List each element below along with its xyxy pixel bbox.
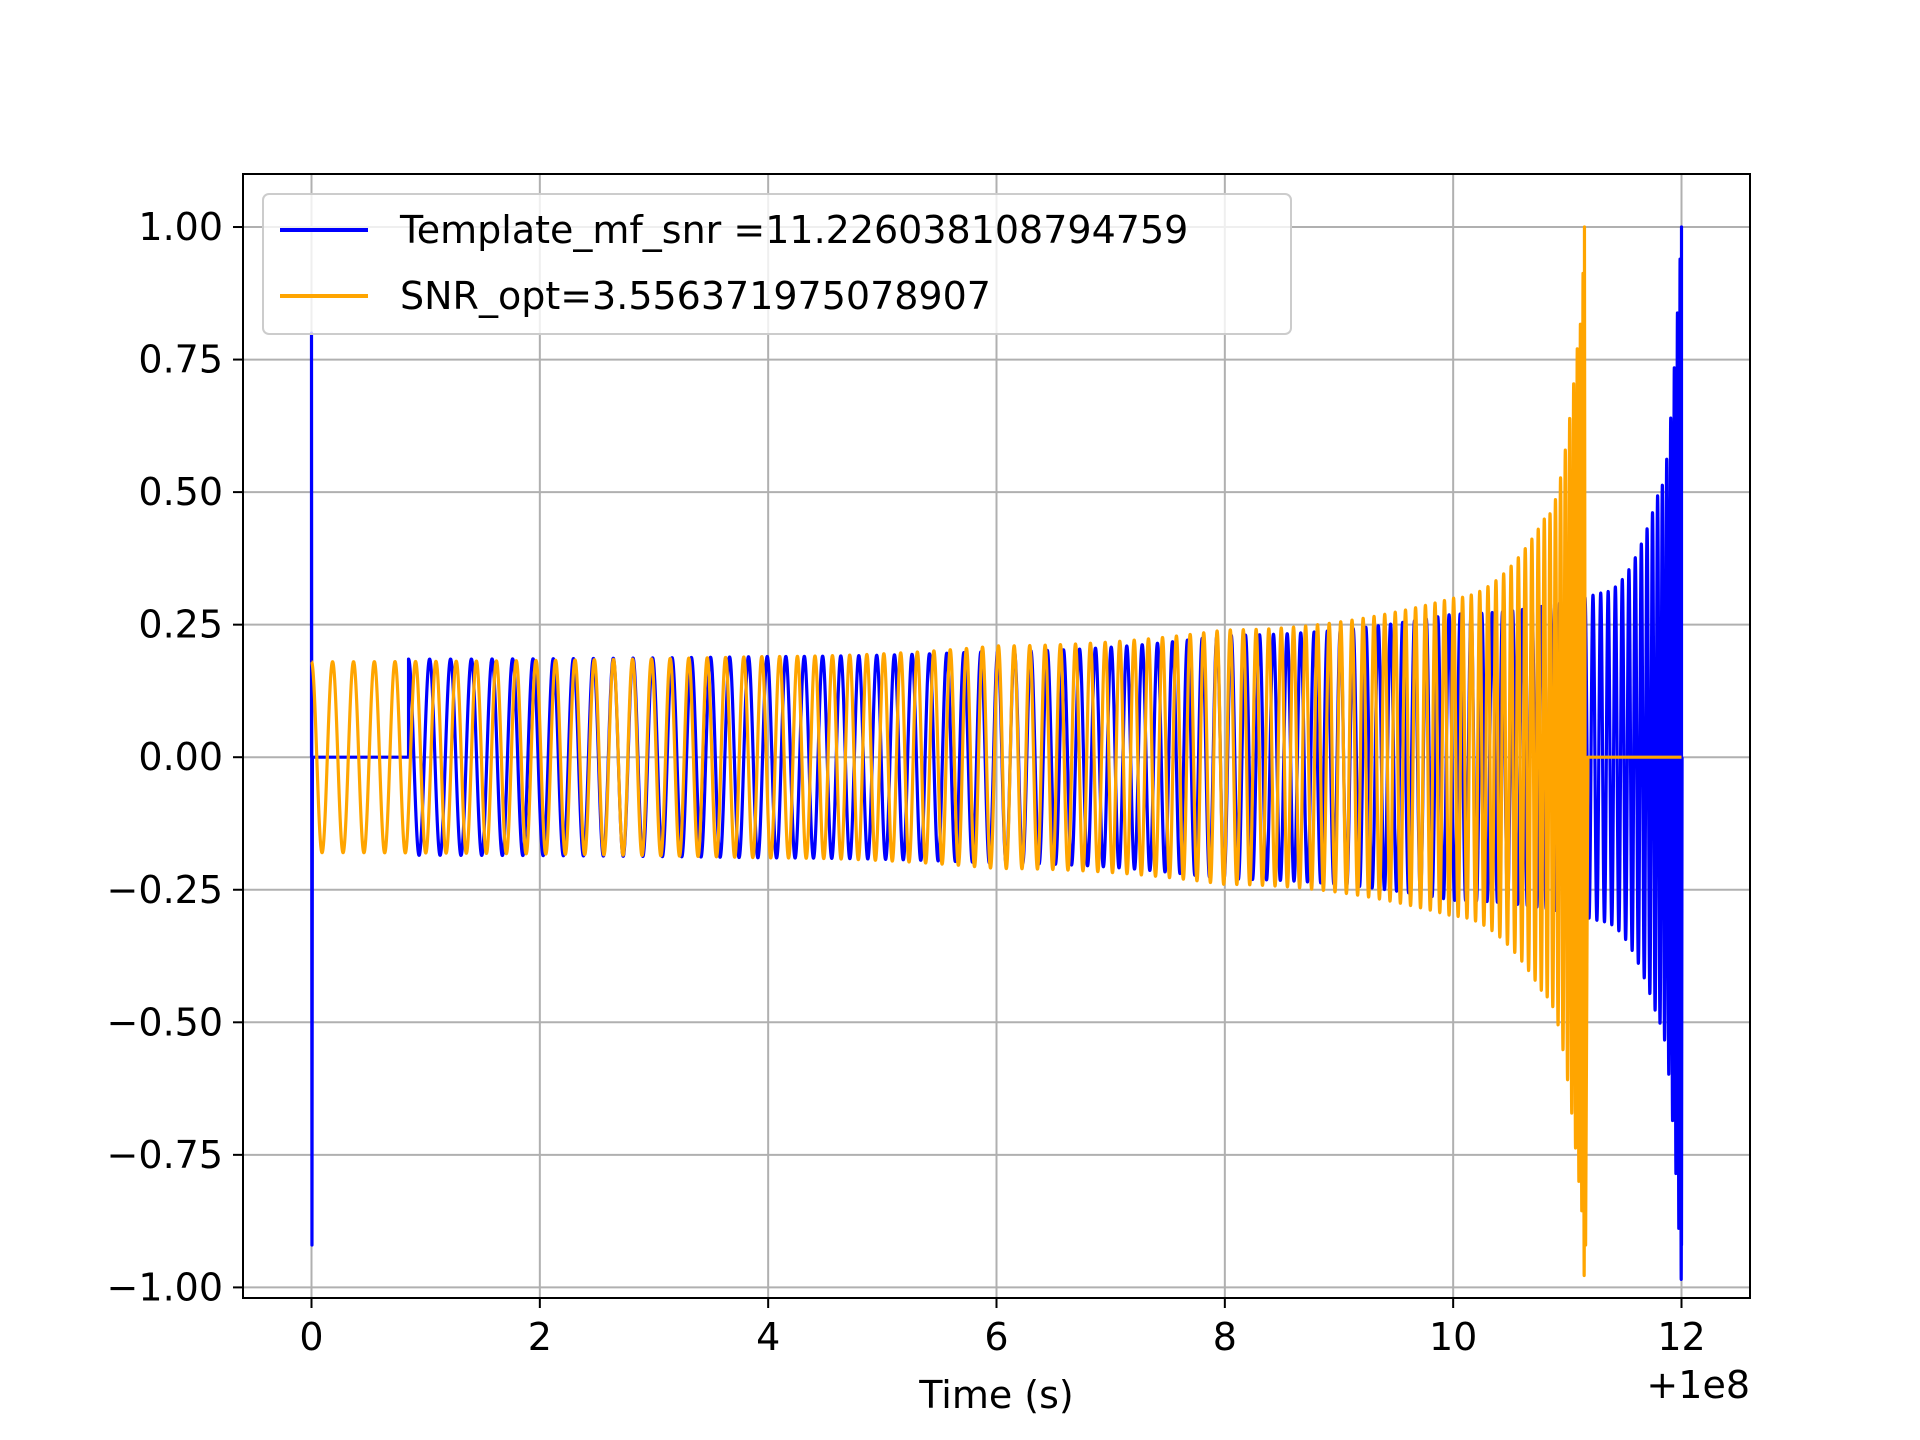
x-tick-label: 12	[1657, 1315, 1705, 1359]
y-axis-ticks: 1.00 0.75 0.50 0.25 0.00 −0.25 −0.50 −0.75 −1.00	[107, 205, 243, 1309]
x-axis-label: Time (s)	[918, 1373, 1074, 1417]
y-tick-label: −0.50	[107, 1000, 223, 1044]
y-tick-label: 0.00	[138, 735, 223, 779]
legend-label: Template_mf_snr =11.226038108794759	[399, 208, 1188, 252]
legend-box	[262, 193, 1292, 335]
series-layer	[309, 225, 1684, 1281]
x-tick-label: 6	[984, 1315, 1008, 1359]
y-tick-label: 1.00	[138, 205, 223, 249]
x-tick-label: 10	[1429, 1315, 1477, 1359]
y-tick-label: 0.50	[138, 470, 223, 514]
legend-label: SNR_opt=3.556371975078907	[400, 274, 991, 318]
x-axis-ticks: 0 2 4 6 8 10 12	[299, 1298, 1706, 1359]
y-tick-label: −0.75	[107, 1133, 223, 1177]
x-tick-label: 4	[756, 1315, 780, 1359]
x-tick-label: 8	[1213, 1315, 1237, 1359]
x-axis-offset-label: +1e8	[1646, 1363, 1750, 1407]
y-tick-label: −0.25	[107, 868, 223, 912]
y-tick-label: 0.25	[138, 603, 223, 647]
x-tick-label: 2	[528, 1315, 552, 1359]
y-tick-label: −1.00	[107, 1265, 223, 1309]
series-line-snr-opt	[309, 225, 1682, 1278]
y-tick-label: 0.75	[138, 338, 223, 382]
x-tick-label: 0	[299, 1315, 323, 1359]
legend: Template_mf_snr =11.226038108794759 SNR_o…	[262, 193, 1292, 335]
